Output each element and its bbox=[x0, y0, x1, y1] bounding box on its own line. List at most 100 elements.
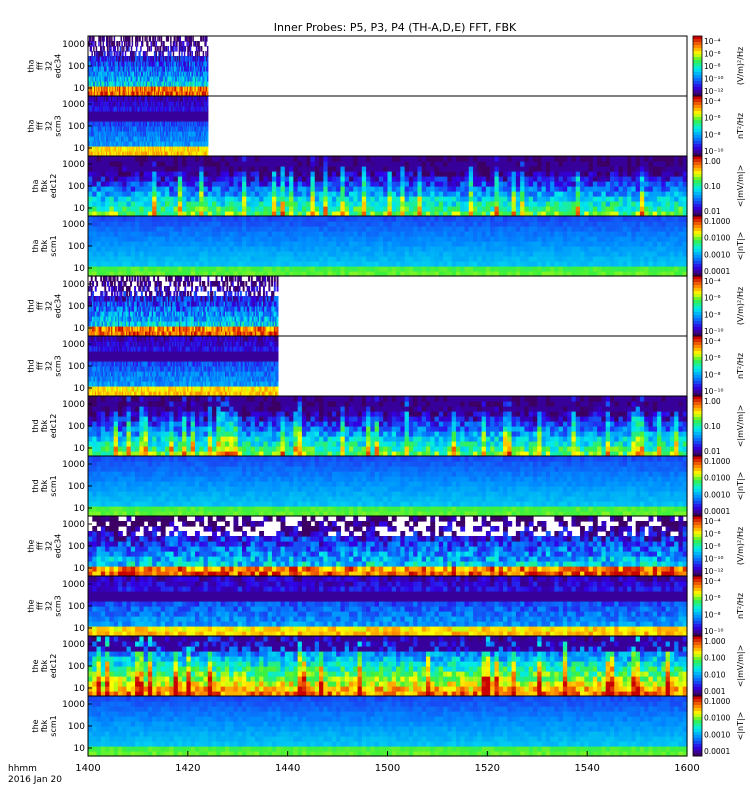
heat-cell bbox=[207, 96, 208, 102]
heat-cell bbox=[191, 171, 196, 177]
heat-cell bbox=[567, 201, 572, 207]
heat-cell bbox=[161, 41, 162, 47]
heat-cell bbox=[238, 186, 243, 192]
heat-cell bbox=[648, 156, 653, 162]
heat-cell bbox=[170, 36, 171, 42]
heat-cell bbox=[636, 191, 641, 197]
heat-cell bbox=[323, 171, 328, 177]
heat-cell bbox=[503, 176, 508, 182]
heat-cell bbox=[340, 201, 345, 207]
colorbar-swatch bbox=[693, 141, 702, 145]
heat-cell bbox=[670, 201, 675, 207]
heat-cell bbox=[460, 186, 465, 192]
heat-cell bbox=[97, 241, 102, 247]
heat-cell bbox=[524, 206, 529, 212]
heat-cell bbox=[648, 161, 653, 167]
heat-cell bbox=[208, 176, 213, 182]
heat-cell bbox=[97, 191, 102, 197]
heat-cell bbox=[657, 206, 662, 212]
heat-cell bbox=[302, 176, 307, 182]
heat-cell bbox=[435, 176, 440, 182]
heat-cell bbox=[529, 201, 534, 207]
heat-cell bbox=[576, 181, 581, 187]
heat-cell bbox=[606, 196, 611, 202]
heat-cell bbox=[276, 176, 281, 182]
colorbar-swatch bbox=[693, 132, 702, 136]
heat-cell bbox=[392, 171, 397, 177]
heat-cell bbox=[207, 141, 208, 147]
heat-cell bbox=[204, 196, 209, 202]
heat-cell bbox=[610, 156, 615, 162]
heat-cell bbox=[366, 201, 371, 207]
colorbar-swatch bbox=[693, 165, 702, 169]
heat-cell bbox=[101, 156, 106, 162]
heat-cell bbox=[97, 196, 102, 202]
heat-cell bbox=[114, 51, 115, 57]
colorbar-swatch bbox=[693, 210, 702, 214]
heat-cell bbox=[100, 41, 101, 47]
panel-label: thafbkedc12 bbox=[31, 174, 58, 199]
heat-cell bbox=[400, 161, 405, 167]
heat-cell bbox=[173, 46, 174, 52]
colorbar-swatch bbox=[693, 39, 702, 43]
heat-cell bbox=[255, 171, 260, 177]
heat-cell bbox=[114, 166, 119, 172]
heat-cell bbox=[104, 51, 105, 57]
heat-cell bbox=[375, 171, 380, 177]
heat-cell bbox=[666, 166, 671, 172]
heat-cell bbox=[601, 206, 606, 212]
heat-cell bbox=[388, 186, 393, 192]
heat-cell bbox=[272, 171, 277, 177]
heat-cell bbox=[520, 196, 525, 202]
heat-cell bbox=[653, 171, 658, 177]
heat-cell bbox=[149, 46, 150, 52]
heat-cell bbox=[332, 166, 337, 172]
heat-cell bbox=[606, 206, 611, 212]
heat-cell bbox=[460, 181, 465, 187]
heat-cell bbox=[161, 171, 166, 177]
heat-cell bbox=[123, 36, 124, 42]
heat-cell bbox=[426, 166, 431, 172]
heat-cell bbox=[529, 176, 534, 182]
heat-cell bbox=[392, 186, 397, 192]
heat-cell bbox=[122, 236, 127, 242]
heat-cell bbox=[127, 236, 132, 242]
heat-cell bbox=[379, 191, 384, 197]
heat-cell bbox=[554, 186, 559, 192]
heat-cell bbox=[422, 196, 427, 202]
heat-cell bbox=[610, 201, 615, 207]
heat-cell bbox=[135, 266, 140, 272]
heat-cell bbox=[289, 196, 294, 202]
heat-cell bbox=[109, 156, 114, 162]
heat-cell bbox=[469, 161, 474, 167]
heat-cell bbox=[409, 161, 414, 167]
heat-cell bbox=[109, 231, 114, 237]
heat-cell bbox=[499, 186, 504, 192]
heat-cell bbox=[512, 196, 517, 202]
heat-cell bbox=[589, 181, 594, 187]
heat-cell bbox=[375, 166, 380, 172]
heat-cell bbox=[610, 196, 615, 202]
heat-cell bbox=[661, 191, 666, 197]
heat-cell bbox=[375, 181, 380, 187]
heat-cell bbox=[636, 176, 641, 182]
heat-cell bbox=[473, 206, 478, 212]
heat-cell bbox=[97, 176, 102, 182]
heat-cell bbox=[268, 156, 273, 162]
heat-cell bbox=[623, 156, 628, 162]
heat-cell bbox=[426, 186, 431, 192]
heat-cell bbox=[281, 156, 286, 162]
heat-cell bbox=[92, 166, 97, 172]
heat-cell bbox=[375, 191, 380, 197]
heat-cell bbox=[105, 196, 110, 202]
heat-cell bbox=[336, 171, 341, 177]
heat-cell bbox=[550, 181, 555, 187]
heat-cell bbox=[148, 166, 153, 172]
heat-cell bbox=[281, 166, 286, 172]
heat-cell bbox=[512, 191, 517, 197]
heat-cell bbox=[503, 196, 508, 202]
heat-cell bbox=[207, 66, 208, 72]
colorbar-swatch bbox=[693, 147, 702, 151]
heat-cell bbox=[97, 171, 102, 177]
heat-cell bbox=[118, 216, 123, 222]
